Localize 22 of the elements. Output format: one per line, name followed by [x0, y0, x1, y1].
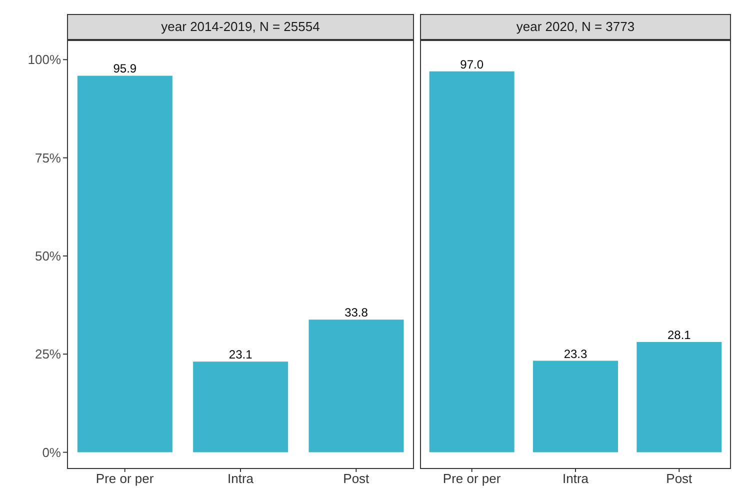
x-tick-label: Pre or per [96, 471, 154, 486]
x-tick-label: Intra [227, 471, 254, 486]
y-tick-label: 100% [28, 52, 62, 68]
x-tick-label: Post [343, 471, 370, 486]
data-label: 28.1 [667, 328, 692, 342]
x-tick-label: Pre or per [442, 471, 502, 486]
bar [77, 76, 172, 452]
chart-title: year 2014-2019, N = 25554 [67, 14, 414, 40]
data-label: 33.8 [344, 306, 368, 320]
y-tick-label: 75% [34, 150, 62, 166]
x-tick-label: Intra [562, 471, 590, 486]
data-label: 95.9 [113, 62, 137, 76]
data-label: 23.1 [228, 348, 253, 362]
y-tick-label: 25% [34, 346, 62, 362]
y-tick-label: 50% [34, 248, 62, 264]
bar [308, 320, 404, 452]
data-label: 23.3 [564, 346, 588, 361]
bar [193, 362, 288, 452]
data-label: 97.0 [460, 57, 484, 72]
x-tick-label: Post [666, 471, 693, 486]
chart-title: year 2020, N = 3773 [420, 14, 731, 40]
y-tick-label: 0% [42, 444, 62, 460]
